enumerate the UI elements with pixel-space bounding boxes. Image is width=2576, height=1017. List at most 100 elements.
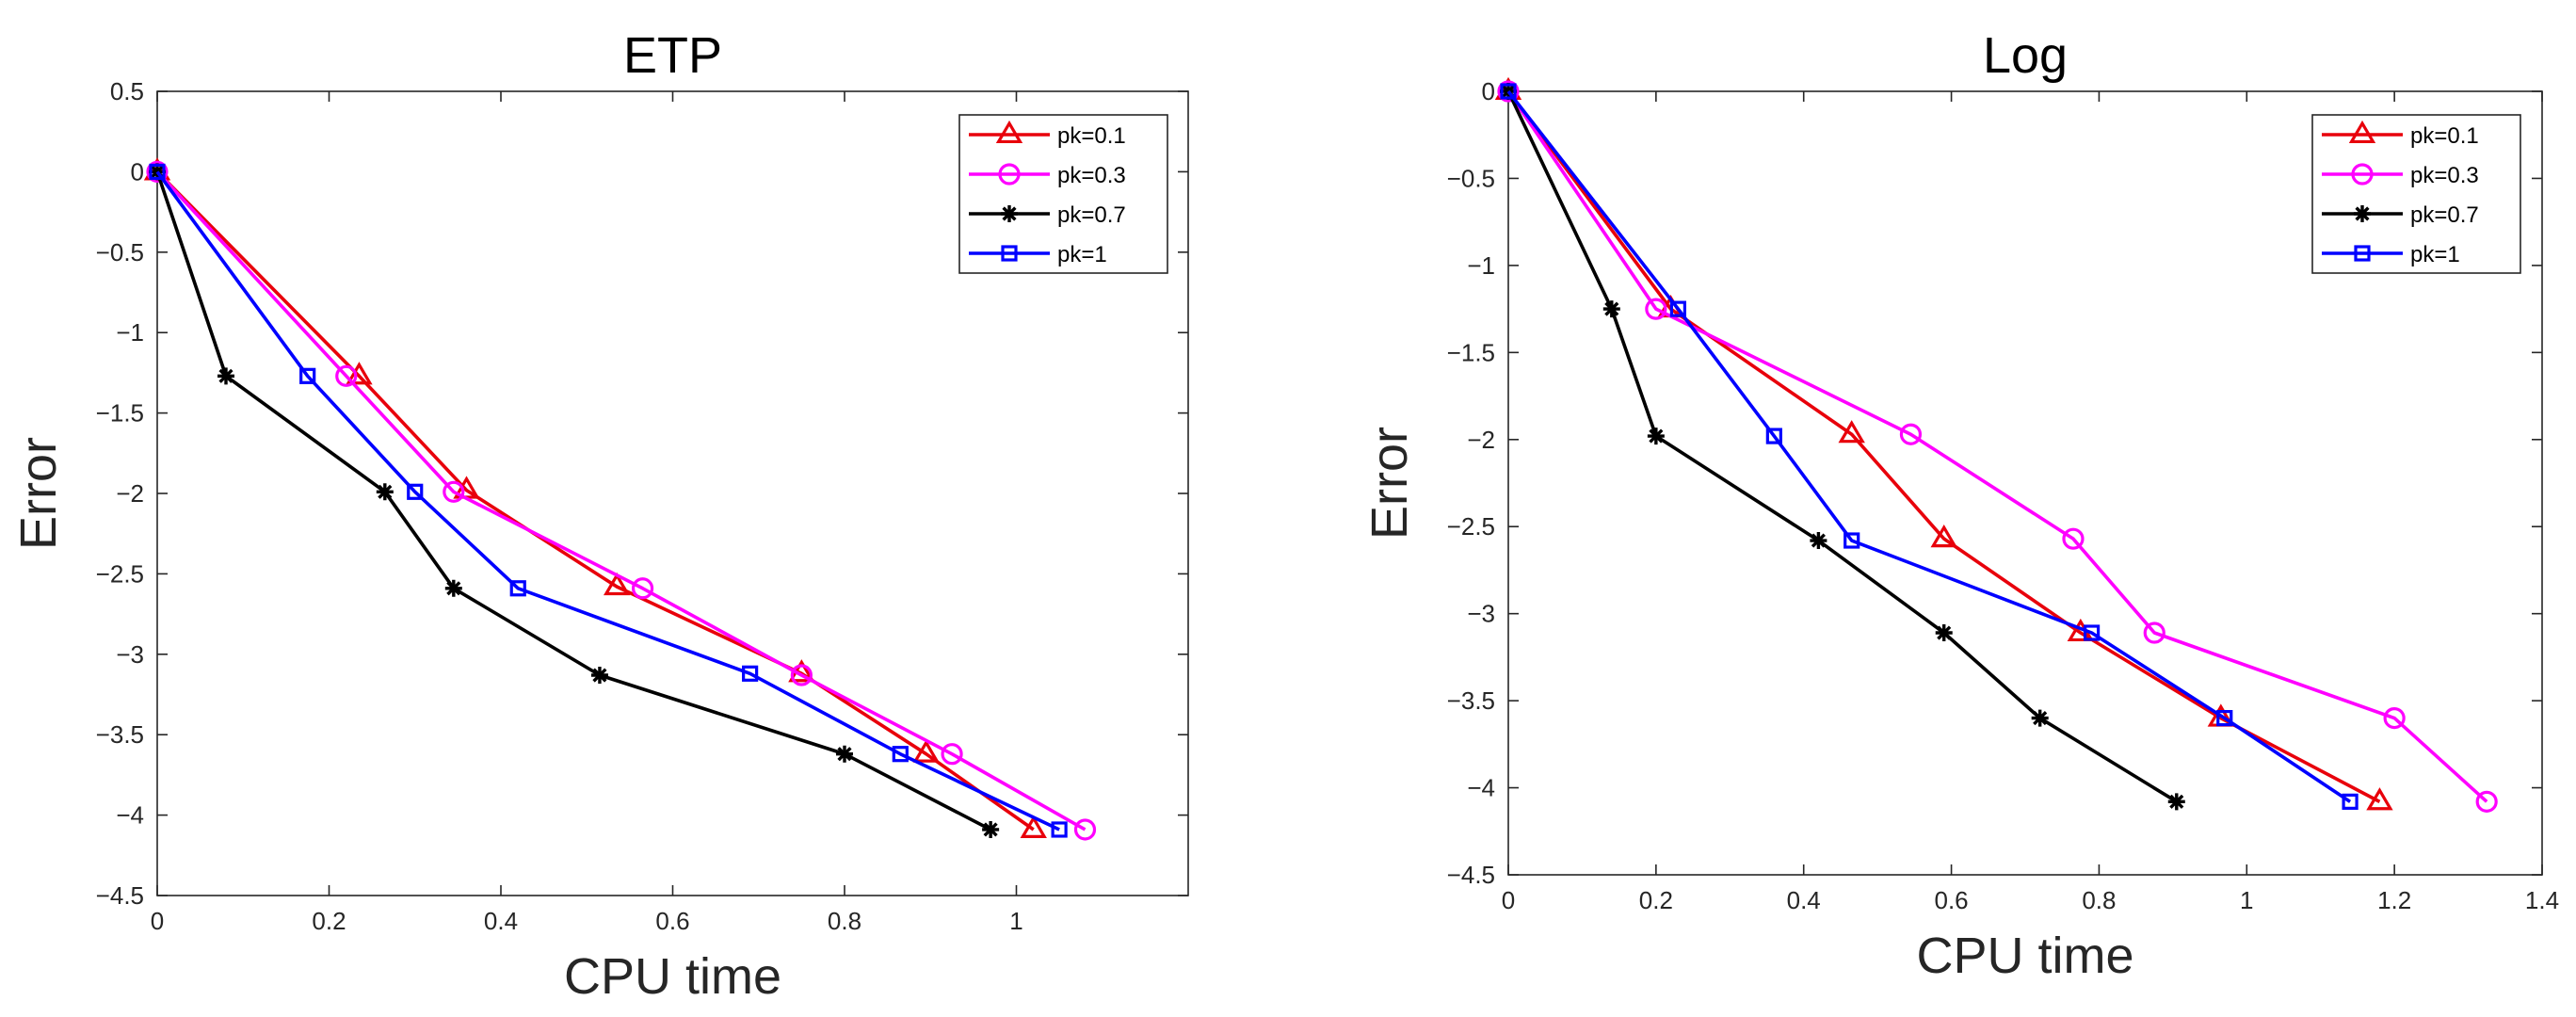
x-tick-label: 0.8 (2082, 886, 2116, 914)
data-point (444, 579, 462, 597)
data-point (1497, 80, 1520, 103)
data-point (1899, 423, 1923, 445)
data-point (2167, 793, 2185, 811)
y-axis-title: Error (10, 437, 67, 550)
data-point (2216, 709, 2233, 727)
data-point (1669, 300, 1686, 317)
data-point (2366, 787, 2393, 811)
data-point (1810, 532, 1827, 550)
x-axis-title: CPU time (1916, 928, 2133, 984)
x-tick-label: 0.2 (312, 907, 346, 935)
x-tick-label: 0 (1502, 886, 1515, 914)
legend-marker (1001, 245, 1018, 262)
legend-label: pk=0.7 (1057, 202, 1126, 228)
legend-marker (998, 163, 1021, 186)
legend-label: pk=0.3 (2410, 163, 2479, 188)
data-point (941, 743, 963, 766)
y-tick-label: −1 (1467, 251, 1495, 280)
legend: pk=0.1 pk=0.3 pk=0.7 pk=1 (958, 114, 1168, 274)
data-point (407, 483, 424, 500)
x-tick-label: 1 (2240, 886, 2253, 914)
y-tick-label: −2 (116, 479, 144, 508)
data-point (603, 572, 631, 596)
legend-marker (2348, 120, 2376, 144)
series-pk-1 (1500, 83, 2359, 810)
data-point (346, 362, 373, 385)
data-point (1765, 428, 1782, 444)
data-point (836, 745, 853, 763)
x-tick-label: 0.8 (828, 907, 861, 935)
series-line (1506, 89, 2352, 803)
y-tick-label: −4.5 (96, 881, 144, 910)
data-point (146, 160, 169, 183)
y-tick-label: −1.5 (96, 399, 144, 428)
legend-box (958, 114, 1168, 274)
x-tick-label: 0.2 (1639, 886, 1673, 914)
x-tick-label: 0.6 (1934, 886, 1968, 914)
legend-label: pk=1 (2410, 242, 2460, 267)
legend-marker (2354, 245, 2371, 262)
y-tick-label: −4 (116, 801, 144, 830)
y-tick-label: −1 (116, 318, 144, 347)
data-point (1843, 532, 1860, 549)
y-tick-label: 0 (131, 157, 144, 186)
x-tick-label: 0.4 (1787, 886, 1821, 914)
y-tick-label: −3 (1467, 600, 1495, 628)
legend-box (2311, 114, 2521, 274)
series-line (155, 170, 1087, 831)
y-tick-label: −0.5 (1447, 164, 1495, 192)
legend: pk=0.1 pk=0.3 pk=0.7 pk=1 (2311, 114, 2521, 274)
data-point (892, 746, 909, 763)
series-line (155, 170, 1060, 831)
x-tick-label: 0.6 (655, 907, 689, 935)
data-point (335, 364, 358, 387)
data-point (742, 665, 759, 682)
data-point (149, 163, 166, 180)
chart-title: Log (1983, 27, 2068, 84)
series-line (1506, 89, 2488, 803)
chart-etp: 0 0.2 0.4 0.6 0.8 1 0.5 0 −0.5 −1 −1.5 −2 −2.5 −3 −3.5… (10, 27, 1189, 1005)
data-point (1838, 420, 1865, 444)
data-point (1602, 300, 1620, 318)
series-pk-0-3 (146, 160, 1097, 841)
data-point (376, 483, 394, 501)
data-point (217, 367, 234, 385)
data-point (631, 577, 654, 600)
y-tick-label: −3 (116, 640, 144, 669)
y-tick-label: −2 (1467, 426, 1495, 454)
data-point (2342, 793, 2359, 810)
data-point (1500, 83, 1517, 100)
y-tick-label: −0.5 (96, 238, 144, 266)
x-tick-label: 0 (151, 907, 164, 935)
legend-label: pk=0.3 (1057, 163, 1126, 188)
data-point (1051, 821, 1068, 838)
data-point (1645, 298, 1667, 320)
data-point (443, 480, 465, 503)
legend-marker (2354, 205, 2371, 222)
data-point (982, 820, 1000, 838)
y-tick-label: 0.5 (110, 77, 144, 105)
data-point (2083, 624, 2101, 641)
x-tick-label: 1.4 (2525, 886, 2559, 914)
data-point (1935, 624, 1953, 642)
y-axis-title: Error (1361, 427, 1418, 540)
data-point (299, 367, 316, 384)
y-tick-label: −4 (1467, 774, 1495, 802)
y-tick-label: −1.5 (1447, 338, 1495, 366)
data-point (1073, 818, 1097, 841)
data-point (509, 580, 526, 597)
series-pk-0-3 (1497, 80, 2498, 813)
data-point (790, 664, 813, 686)
data-point (2031, 709, 2049, 727)
chart-log: 0 0.2 0.4 0.6 0.8 1 1.2 1.4 0 −0.5 −1 −1.5 −2 −2.5 −3 −… (1361, 27, 2559, 984)
y-tick-label: −2.5 (1447, 512, 1495, 541)
legend-marker (2351, 163, 2374, 186)
legend-marker (1001, 205, 1018, 222)
x-tick-label: 0.4 (484, 907, 518, 935)
data-point (2383, 706, 2406, 730)
data-point (2475, 790, 2498, 813)
legend-label: pk=0.1 (2410, 123, 2479, 149)
data-point (2062, 527, 2085, 550)
x-tick-label: 1.2 (2377, 886, 2411, 914)
